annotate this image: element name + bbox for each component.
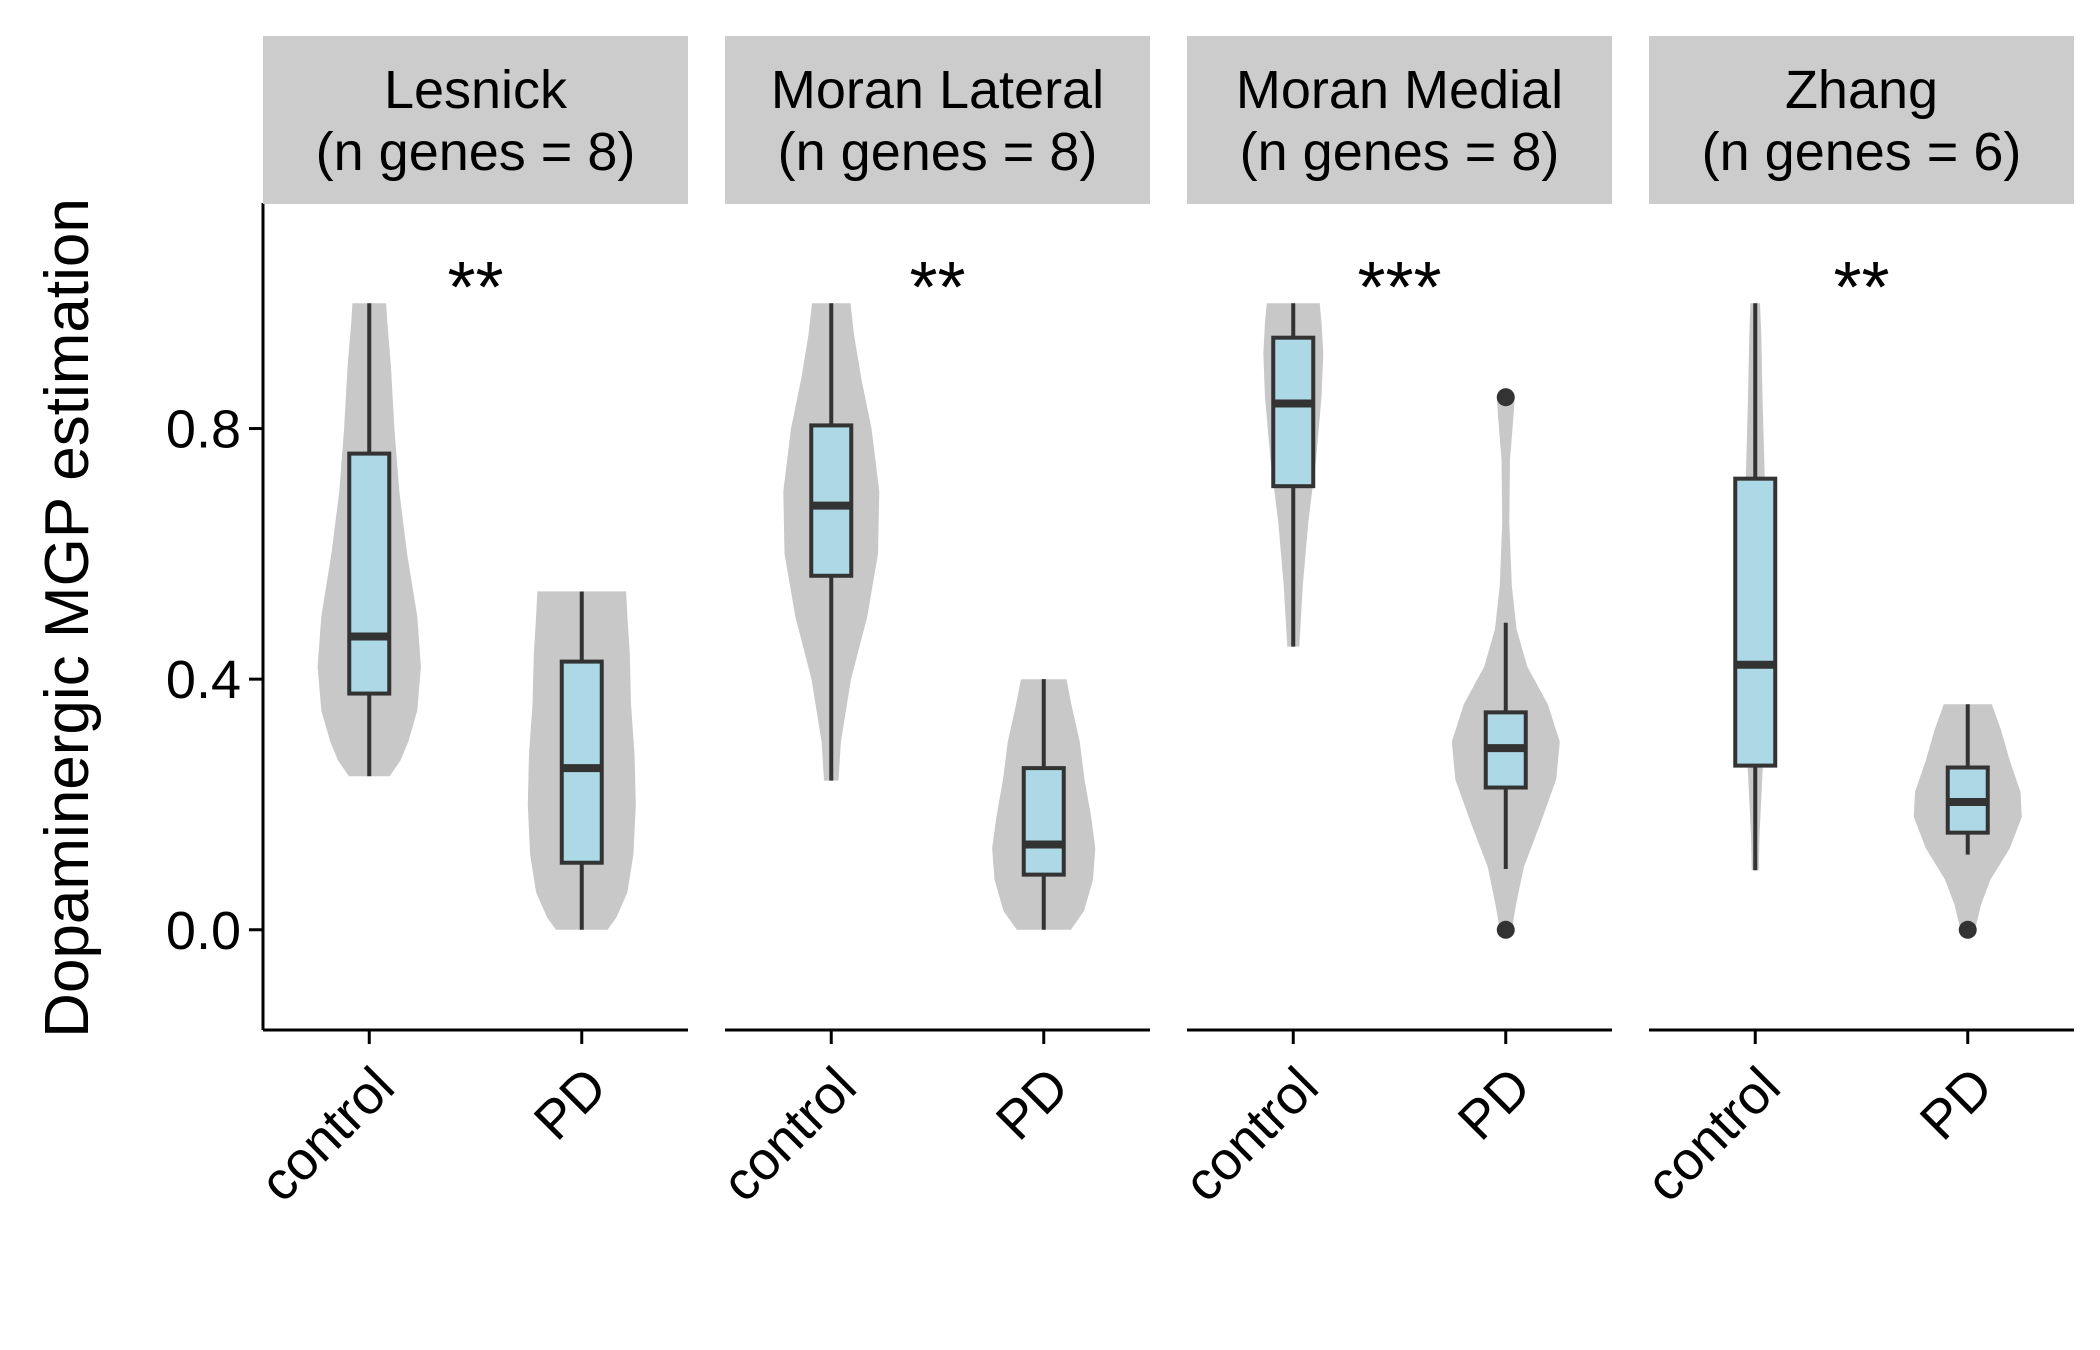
iqr-box: [1271, 335, 1316, 489]
y-tick-label: 0.0: [166, 901, 241, 961]
facet-subtitle: (n genes = 8): [1240, 122, 1560, 182]
y-tick-label: 0.4: [166, 650, 241, 710]
y-axis: 0.0 0.4 0.8: [166, 203, 265, 1030]
group-PD: PD: [1447, 388, 1560, 1152]
facet-strip: [263, 36, 688, 204]
group-PD: PD: [985, 679, 1096, 1152]
group-PD: PD: [523, 591, 636, 1152]
facet-strip: [725, 36, 1150, 204]
facet-title: Lesnick: [384, 60, 568, 120]
group-control: control: [1635, 303, 1792, 1213]
facet-title: Zhang: [1785, 60, 1938, 120]
x-tick-label: control: [1173, 1056, 1330, 1213]
facet-strip: [1187, 36, 1612, 204]
group-PD: PD: [1909, 704, 2022, 1152]
facet-panel: Zhang(n genes = 6) ** control PD: [1635, 36, 2074, 1213]
facet-subtitle: (n genes = 8): [778, 122, 1098, 182]
y-tick-label: 0.8: [166, 400, 241, 460]
x-tick-label: PD: [523, 1056, 618, 1151]
group-control: control: [711, 303, 880, 1213]
x-tick-label: PD: [1909, 1056, 2004, 1151]
group-control: control: [1173, 303, 1330, 1213]
x-tick-label: control: [711, 1056, 868, 1213]
outlier-point: [1496, 920, 1515, 939]
x-tick-label: PD: [985, 1056, 1080, 1151]
facet-panel: Moran Lateral(n genes = 8) ** control PD: [711, 36, 1150, 1213]
facet-panel: Lesnick(n genes = 8) ** control PD: [249, 36, 688, 1213]
significance-label: **: [1833, 248, 1889, 328]
iqr-box: [809, 423, 854, 578]
iqr-box: [559, 659, 604, 865]
facet-subtitle: (n genes = 6): [1702, 122, 2022, 182]
y-axis-title: Dopaminergic MGP estimation: [33, 198, 102, 1038]
facet-subtitle: (n genes = 8): [316, 122, 636, 182]
facet-title: Moran Lateral: [771, 60, 1104, 120]
outlier-point: [1958, 920, 1977, 939]
facet-title: Moran Medial: [1236, 60, 1563, 120]
iqr-box: [347, 451, 392, 696]
iqr-box: [1021, 766, 1066, 877]
iqr-box: [1733, 476, 1778, 768]
facet-panel: Moran Medial(n genes = 8) *** control PD: [1173, 36, 1612, 1213]
x-tick-label: control: [249, 1056, 406, 1213]
group-control: control: [249, 303, 421, 1213]
facet-strip: [1649, 36, 2074, 204]
significance-label: **: [909, 248, 965, 328]
outlier-point: [1496, 388, 1515, 407]
x-tick-label: PD: [1447, 1056, 1542, 1151]
significance-label: **: [447, 248, 503, 328]
x-tick-label: control: [1635, 1056, 1792, 1213]
significance-label: ***: [1357, 248, 1441, 328]
